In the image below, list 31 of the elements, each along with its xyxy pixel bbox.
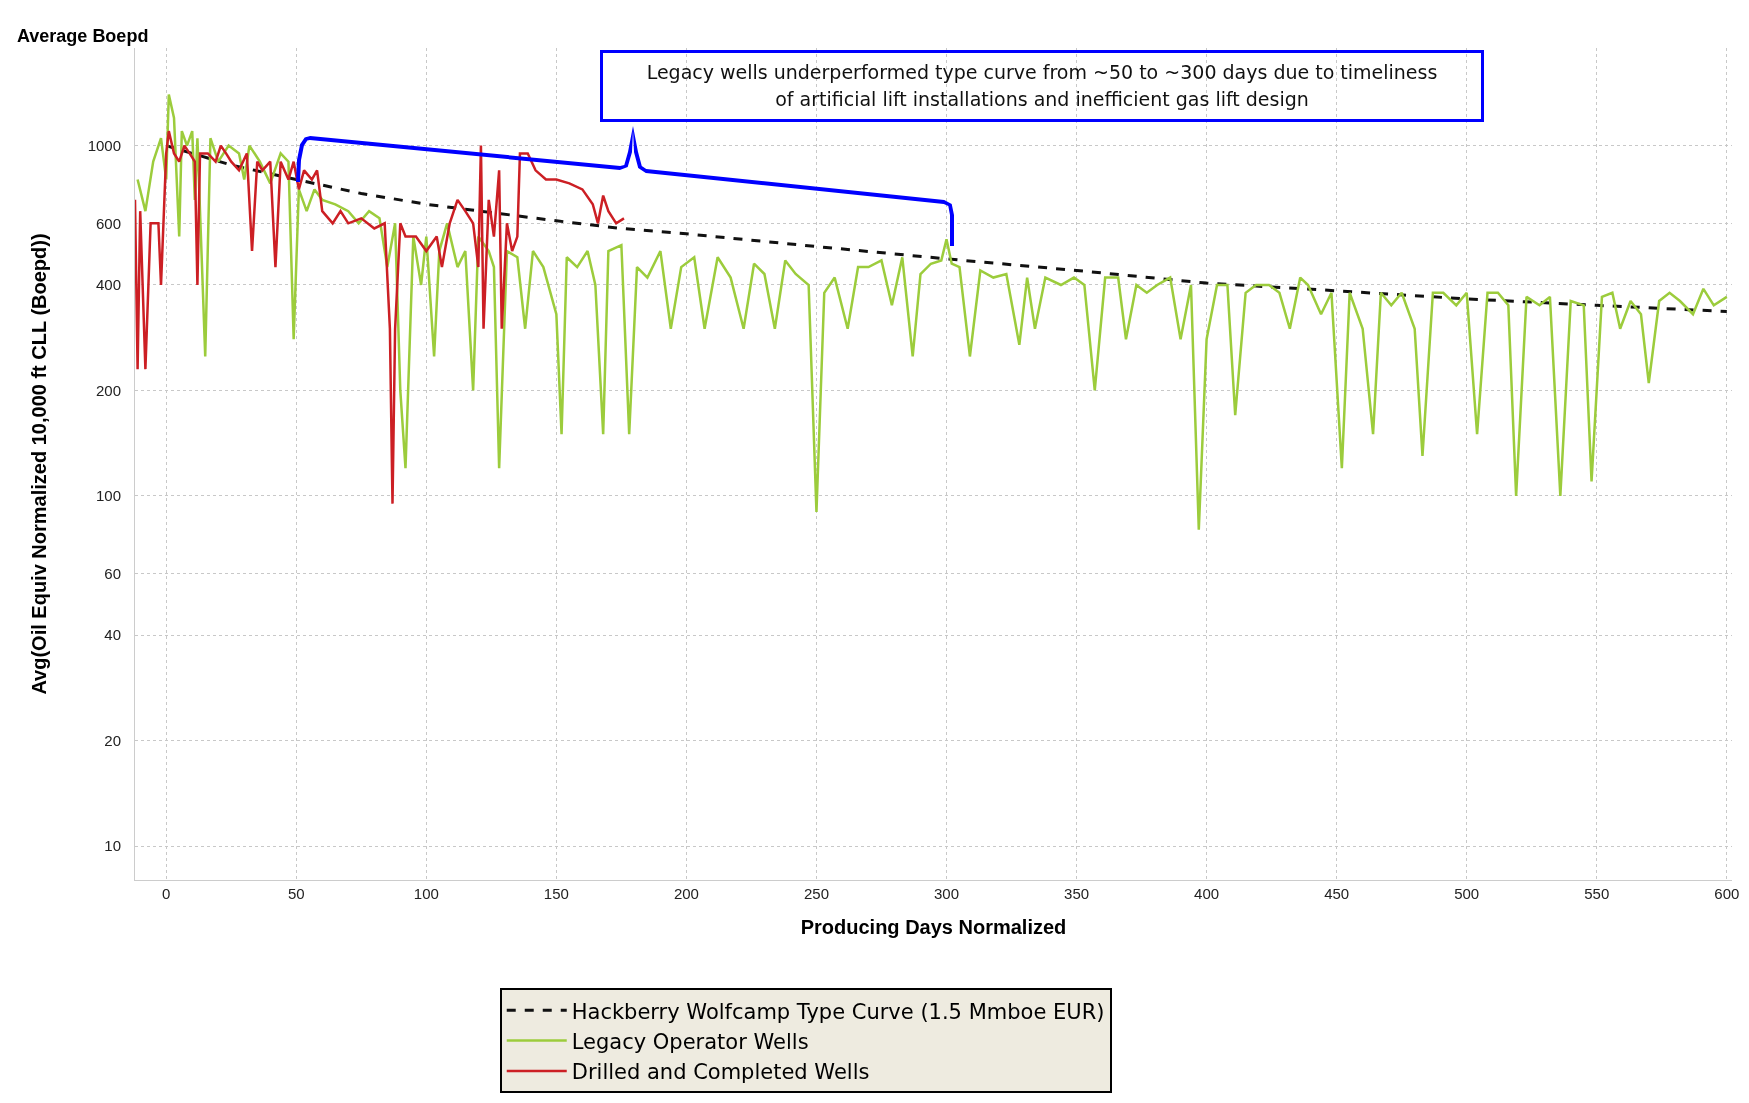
y-tick-label: 20 [104,731,121,749]
legend-label: Drilled and Completed Wells [571,1060,870,1085]
legend-label: Legacy Operator Wells [571,1029,809,1054]
x-tick-label: 100 [413,885,439,902]
y-tick-label: 600 [95,214,121,232]
x-tick-label: 200 [673,885,699,902]
x-tick-label: 500 [1454,885,1480,902]
x-tick-label: 150 [543,885,569,902]
x-tick-label: 400 [1194,885,1220,902]
x-tick-label: 0 [162,885,171,902]
x-tick-label: 550 [1584,885,1610,902]
legend-label: Hackberry Wolfcamp Type Curve (1.5 Mmboe EUR) [571,999,1105,1024]
x-tick-label: 600 [1714,885,1740,902]
line-series [135,129,626,505]
y-tick-label: 60 [104,564,121,582]
x-axis-title: Producing Days Normalized [800,915,1067,938]
line-series [136,93,1729,532]
y-axis-title: Avg(Oil Equiv Normalized 10,000 ft CLL (Boepd)) [28,233,51,695]
y-tick-label: 400 [95,276,121,294]
y-tick-label: 40 [104,626,121,644]
y-tick-label: 10 [104,837,121,855]
y-tick-label: 1000 [87,136,121,154]
x-tick-label: 450 [1324,885,1350,902]
x-tick-label: 300 [933,885,960,902]
annotation: Legacy wells underperformed type curve from ~50 to ~300 days due to timeliness of artificial lift installations and inefficient gas lift design [600,50,1484,122]
chart-title: Average Boepd [17,26,149,46]
x-tick-label: 350 [1064,885,1090,902]
y-tick-label: 100 [95,487,121,505]
y-tick-label: 200 [95,381,121,399]
x-tick-label: 250 [803,885,829,902]
x-tick-label: 50 [287,885,305,902]
